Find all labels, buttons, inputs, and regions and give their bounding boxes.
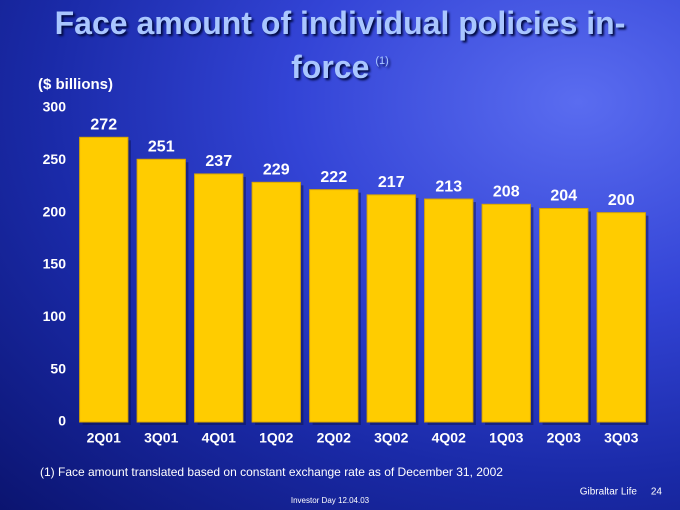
title-box: Face amount of individual policies in-fo… <box>20 4 660 86</box>
y-tick-label: 50 <box>50 360 66 376</box>
y-tick-label: 100 <box>43 308 67 324</box>
value-label: 213 <box>435 178 462 195</box>
value-label: 272 <box>90 117 117 134</box>
y-tick-label: 0 <box>58 413 66 429</box>
x-tick-label: 2Q01 <box>87 430 121 446</box>
bar <box>309 189 359 423</box>
bar <box>251 181 301 423</box>
value-label: 217 <box>378 174 405 191</box>
value-label: 200 <box>608 192 635 209</box>
bar <box>366 194 416 423</box>
value-label: 237 <box>205 153 232 170</box>
value-label: 222 <box>320 169 347 186</box>
bar <box>136 158 186 423</box>
x-tick-label: 3Q01 <box>144 430 178 446</box>
value-label: 251 <box>148 139 175 156</box>
x-tick-label: 1Q02 <box>259 430 293 446</box>
x-tick-label: 2Q02 <box>317 430 351 446</box>
bar <box>194 173 244 423</box>
y-tick-label: 150 <box>43 256 67 272</box>
x-tick-label: 1Q03 <box>489 430 523 446</box>
bar <box>79 136 129 423</box>
y-tick-label: 250 <box>43 151 67 167</box>
footer-event: Investor Day 12.04.03 <box>291 496 370 505</box>
bar <box>596 212 646 423</box>
bar <box>539 207 589 423</box>
value-label: 208 <box>493 184 520 201</box>
y-axis-label: ($ billions) <box>38 76 113 93</box>
page-number: 24 <box>651 487 663 498</box>
y-tick-label: 300 <box>43 99 67 115</box>
y-tick-label: 200 <box>43 203 67 219</box>
x-tick-label: 3Q02 <box>374 430 408 446</box>
x-tick-label: 4Q02 <box>432 430 466 446</box>
x-tick-label: 3Q03 <box>604 430 638 446</box>
footnote: (1) Face amount translated based on cons… <box>40 465 503 479</box>
value-label: 229 <box>263 162 290 179</box>
bar <box>424 198 474 423</box>
chart-title: Face amount of individual policies in-fo… <box>54 5 626 85</box>
x-tick-label: 2Q03 <box>547 430 581 446</box>
title-note: (1) <box>375 55 389 67</box>
bar <box>481 203 531 423</box>
footer-company: Gibraltar Life <box>580 487 638 498</box>
value-label: 204 <box>550 188 577 205</box>
x-tick-label: 4Q01 <box>202 430 236 446</box>
